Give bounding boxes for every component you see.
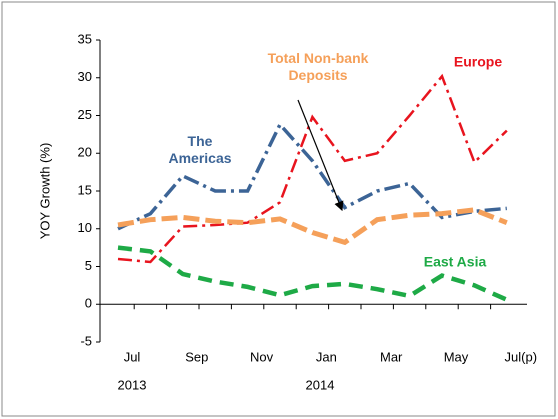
y-tick-label: 25: [78, 107, 92, 122]
y-tick-label: 35: [78, 31, 92, 46]
x-tick-label: Jul(p): [505, 349, 538, 364]
series-label: East Asia: [423, 253, 487, 270]
series-label: Total Non-bank Deposits: [267, 50, 369, 83]
x-tick-label: Jul: [124, 349, 141, 364]
y-tick-label: 20: [78, 145, 92, 160]
annotation-arrow: [297, 99, 344, 212]
x-tick-label: Mar: [380, 349, 403, 364]
x-tick-label: Sep: [185, 349, 208, 364]
y-axis-label: YOY Growth (%): [37, 143, 52, 240]
year-label: 2013: [118, 377, 147, 392]
series-line: [117, 207, 508, 246]
y-tick-label: 5: [85, 258, 92, 273]
y-tick-label: 15: [78, 182, 92, 197]
series-label: The Americas: [168, 133, 232, 166]
x-tick-label: May: [444, 349, 469, 364]
series-line: [117, 245, 508, 302]
y-tick-label: 30: [78, 69, 92, 84]
series-line: [117, 121, 507, 231]
year-label: 2014: [306, 377, 335, 392]
y-tick-label: 10: [78, 220, 92, 235]
series-line: [117, 73, 508, 264]
y-tick-label: -5: [80, 333, 92, 348]
series-label: Europe: [453, 53, 503, 70]
x-tick-label: Jan: [316, 349, 337, 364]
y-tick-label: 0: [85, 296, 92, 311]
x-tick-label: Nov: [250, 349, 274, 364]
